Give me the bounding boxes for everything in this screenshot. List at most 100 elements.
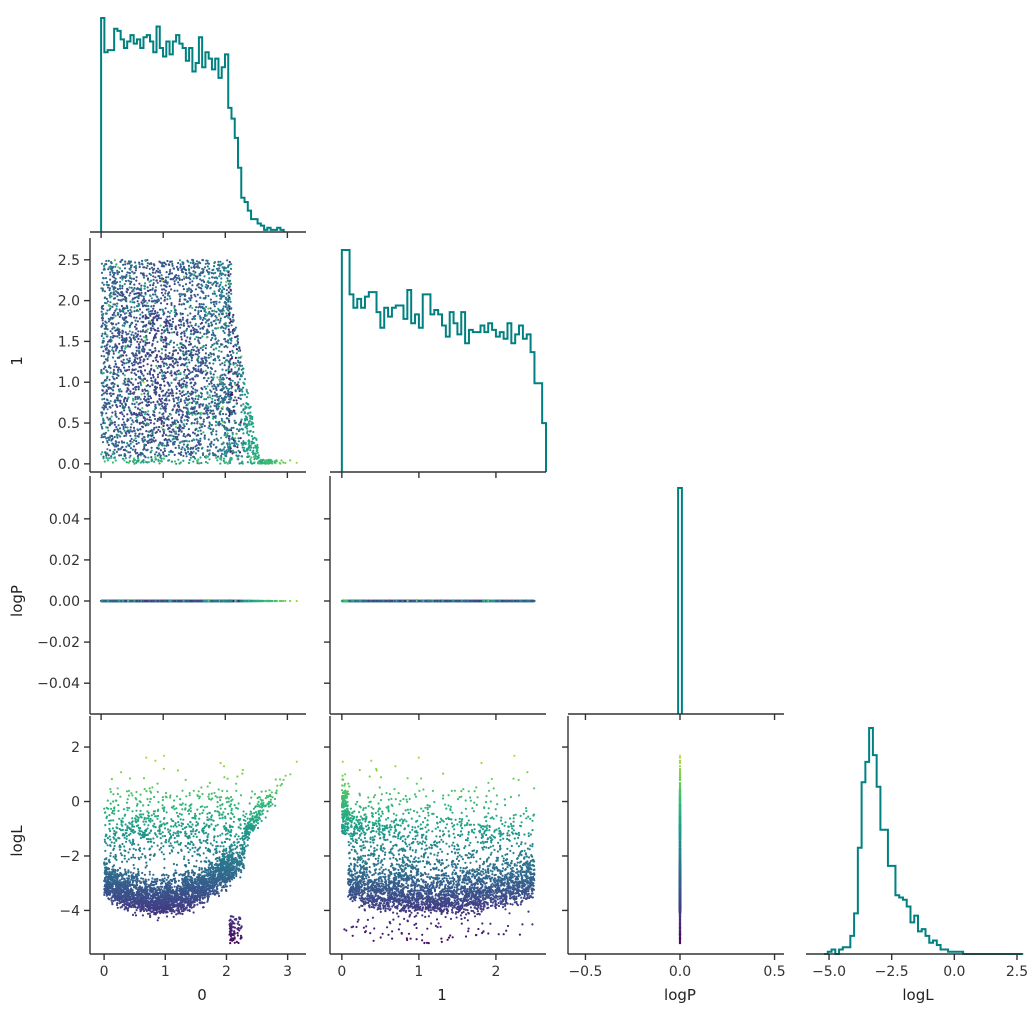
scatter-point: [199, 456, 202, 459]
scatter-point: [202, 270, 205, 273]
scatter-point: [213, 402, 217, 405]
scatter-point: [103, 361, 106, 364]
scatter-point: [187, 428, 190, 431]
scatter-point: [185, 350, 188, 353]
scatter-point: [102, 268, 105, 271]
scatter-point: [208, 424, 211, 428]
scatter-point: [133, 316, 136, 319]
scatter-point: [172, 346, 175, 349]
scatter-point: [162, 331, 165, 334]
scatter-point: [229, 307, 233, 310]
scatter-point: [126, 305, 129, 308]
scatter-point: [154, 302, 157, 305]
scatter-point: [125, 311, 128, 315]
scatter-point: [213, 305, 216, 308]
scatter-point: [214, 454, 217, 457]
scatter-point: [215, 433, 218, 436]
scatter-point: [195, 335, 198, 339]
scatter-point: [218, 313, 221, 316]
scatter-point: [228, 395, 231, 398]
scatter-point: [110, 382, 113, 385]
scatter-point: [119, 430, 122, 433]
scatter-point: [181, 318, 184, 321]
scatter-point: [126, 387, 129, 390]
scatter-point: [214, 322, 218, 325]
scatter-point: [157, 298, 160, 301]
scatter-point: [125, 333, 128, 336]
scatter-point: [245, 402, 248, 405]
scatter-point: [184, 401, 187, 404]
scatter-point: [175, 396, 178, 399]
scatter-point: [115, 329, 118, 332]
scatter-point: [102, 304, 105, 307]
scatter-point: [130, 333, 133, 336]
scatter-point: [195, 277, 198, 280]
scatter-point: [108, 392, 111, 395]
scatter-point: [156, 373, 160, 376]
scatter-point: [139, 272, 143, 275]
scatter-point: [129, 292, 132, 295]
scatter-point: [130, 362, 133, 365]
y-tick-label: 1.0: [58, 375, 80, 391]
scatter-point: [149, 401, 153, 404]
scatter-point: [159, 271, 162, 274]
scatter-point: [173, 282, 176, 286]
scatter-point: [160, 332, 163, 335]
scatter-point: [210, 338, 213, 342]
scatter-point: [184, 347, 188, 350]
scatter-point: [138, 356, 141, 359]
scatter-point: [106, 370, 109, 373]
scatter-point: [177, 433, 180, 436]
scatter-point: [227, 365, 230, 368]
scatter-point: [179, 358, 182, 361]
scatter-point: [159, 308, 162, 311]
scatter-point: [219, 363, 222, 366]
scatter-point: [221, 362, 224, 365]
scatter-point: [215, 421, 218, 424]
scatter-point: [207, 438, 210, 441]
scatter-point: [121, 441, 124, 444]
scatter-point: [121, 413, 124, 416]
scatter-point: [253, 458, 256, 461]
scatter-point: [160, 347, 163, 350]
scatter-point: [182, 261, 185, 264]
scatter-point: [129, 300, 132, 303]
scatter-point: [195, 373, 198, 377]
scatter-point: [204, 352, 207, 355]
scatter-point: [170, 417, 174, 420]
scatter-point: [126, 262, 129, 265]
scatter-point: [176, 343, 179, 346]
scatter-point: [186, 415, 189, 418]
scatter-point: [175, 419, 178, 422]
scatter-point: [101, 322, 105, 325]
scatter-point: [191, 258, 194, 261]
scatter-point: [127, 309, 130, 312]
scatter-point: [162, 374, 165, 377]
scatter-point: [146, 435, 149, 438]
scatter-point: [134, 406, 137, 409]
scatter-point: [243, 382, 246, 386]
scatter-point: [185, 381, 188, 384]
scatter-point: [120, 411, 123, 414]
scatter-point: [116, 397, 119, 400]
scatter-point: [205, 259, 208, 262]
scatter-point: [139, 402, 142, 405]
scatter-point: [100, 423, 103, 426]
scatter-point: [222, 305, 225, 308]
scatter-point: [189, 291, 193, 294]
scatter-point: [150, 379, 153, 382]
scatter-point: [115, 415, 118, 418]
scatter-point: [109, 304, 112, 308]
scatter-point: [200, 287, 203, 290]
scatter-point: [243, 378, 247, 381]
scatter-point: [149, 354, 152, 357]
scatter-point: [199, 272, 202, 275]
scatter-point: [230, 396, 233, 400]
scatter-point: [150, 449, 153, 452]
scatter-point: [160, 352, 163, 355]
scatter-point: [132, 290, 135, 293]
scatter-point: [234, 343, 237, 346]
scatter-point: [194, 391, 197, 394]
scatter-point: [154, 393, 157, 396]
scatter-point: [109, 335, 112, 339]
